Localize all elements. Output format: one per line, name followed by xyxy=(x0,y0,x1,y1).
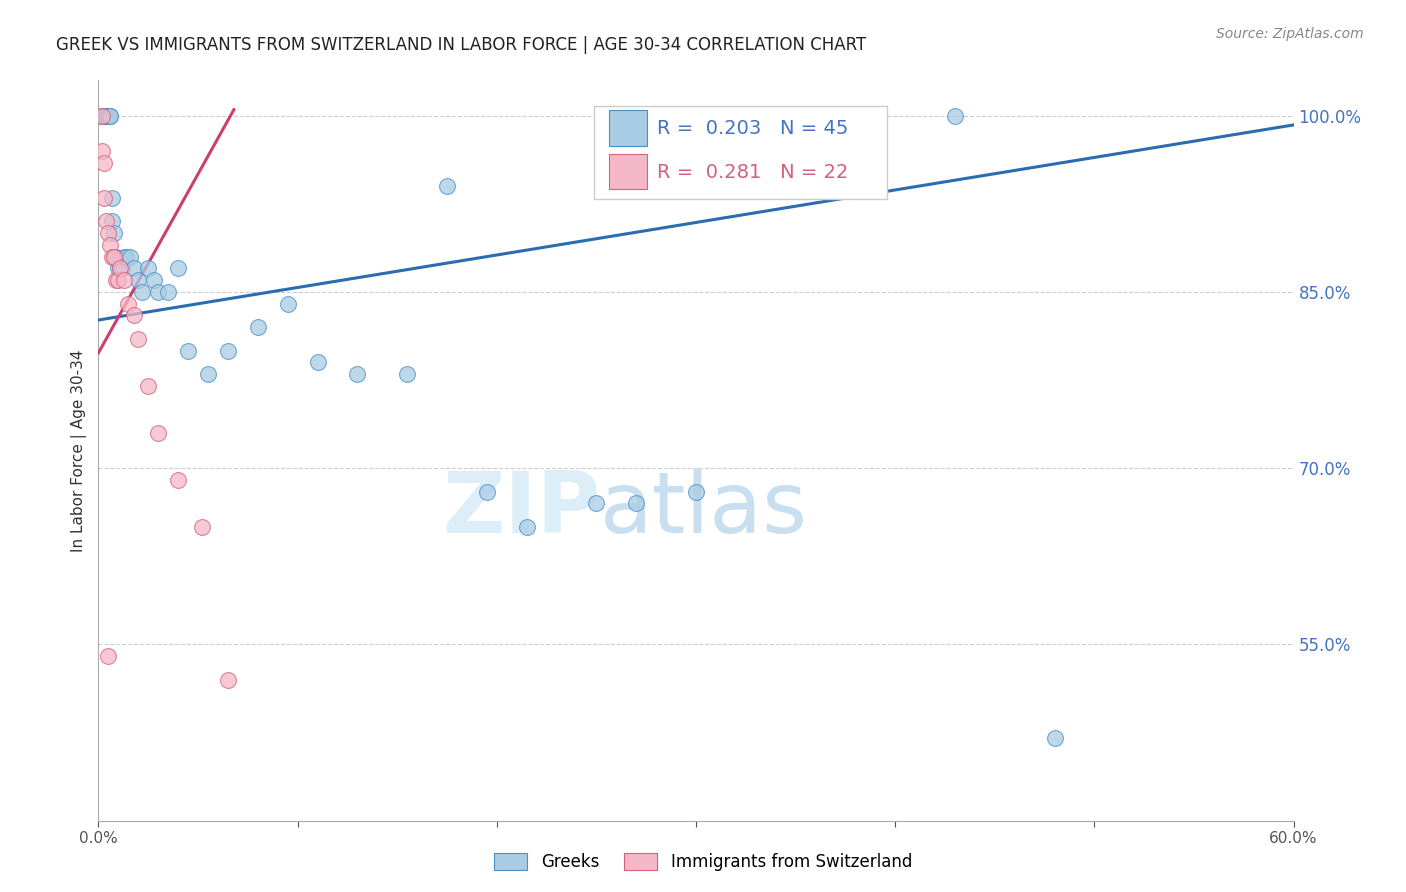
Point xyxy=(143,273,166,287)
Point xyxy=(148,285,170,299)
Point xyxy=(112,250,135,264)
Point xyxy=(124,261,146,276)
Point xyxy=(97,649,120,664)
Point xyxy=(127,332,149,346)
Point xyxy=(277,296,299,310)
Point xyxy=(167,473,190,487)
Point xyxy=(91,109,114,123)
Point xyxy=(107,261,129,276)
Point xyxy=(177,343,200,358)
Y-axis label: In Labor Force | Age 30-34: In Labor Force | Age 30-34 xyxy=(72,349,87,552)
Point xyxy=(217,673,239,687)
Point xyxy=(105,250,128,264)
Point xyxy=(97,109,120,123)
Point xyxy=(103,226,125,240)
Point xyxy=(115,250,138,264)
Point xyxy=(307,355,329,369)
Point xyxy=(167,261,190,276)
Point xyxy=(131,285,153,299)
Point xyxy=(436,179,458,194)
Legend: Greeks, Immigrants from Switzerland: Greeks, Immigrants from Switzerland xyxy=(485,845,921,880)
Point xyxy=(111,261,134,276)
Bar xyxy=(609,111,647,146)
Point xyxy=(585,496,607,510)
Point xyxy=(110,261,132,276)
Point xyxy=(112,273,135,287)
Text: atlas: atlas xyxy=(600,468,808,551)
Point xyxy=(246,320,269,334)
Point xyxy=(91,109,114,123)
Point xyxy=(97,226,120,240)
Point xyxy=(96,109,118,123)
Point xyxy=(98,109,122,123)
Point xyxy=(346,367,368,381)
Point xyxy=(124,308,146,322)
Bar xyxy=(609,154,647,189)
Point xyxy=(191,520,214,534)
Text: R =  0.203   N = 45: R = 0.203 N = 45 xyxy=(657,119,848,138)
Point xyxy=(396,367,419,381)
Point xyxy=(148,425,170,440)
Point xyxy=(98,237,122,252)
Text: Source: ZipAtlas.com: Source: ZipAtlas.com xyxy=(1216,27,1364,41)
Point xyxy=(516,520,538,534)
Text: R =  0.281   N = 22: R = 0.281 N = 22 xyxy=(657,163,848,182)
Point xyxy=(91,109,114,123)
Point xyxy=(103,250,125,264)
Point xyxy=(97,109,120,123)
Point xyxy=(101,191,124,205)
FancyBboxPatch shape xyxy=(595,106,887,199)
Point xyxy=(91,144,114,158)
Point xyxy=(93,155,115,169)
Point xyxy=(105,273,128,287)
Point xyxy=(103,250,125,264)
Point xyxy=(96,109,118,123)
Point xyxy=(197,367,219,381)
Point xyxy=(475,484,498,499)
Point xyxy=(93,109,115,123)
Text: GREEK VS IMMIGRANTS FROM SWITZERLAND IN LABOR FORCE | AGE 30-34 CORRELATION CHAR: GREEK VS IMMIGRANTS FROM SWITZERLAND IN … xyxy=(56,36,866,54)
Point xyxy=(93,191,115,205)
Point xyxy=(117,296,139,310)
Point xyxy=(98,109,122,123)
Point xyxy=(120,250,142,264)
Point xyxy=(626,496,648,510)
Point xyxy=(101,214,124,228)
Point xyxy=(943,109,966,123)
Point xyxy=(107,273,129,287)
Point xyxy=(110,261,132,276)
Point xyxy=(217,343,239,358)
Point xyxy=(136,379,159,393)
Point xyxy=(1043,731,1066,746)
Point xyxy=(136,261,159,276)
Point xyxy=(127,273,149,287)
Point xyxy=(685,484,707,499)
Point xyxy=(157,285,180,299)
Point xyxy=(93,109,115,123)
Text: ZIP: ZIP xyxy=(443,468,600,551)
Point xyxy=(96,214,118,228)
Point xyxy=(101,250,124,264)
